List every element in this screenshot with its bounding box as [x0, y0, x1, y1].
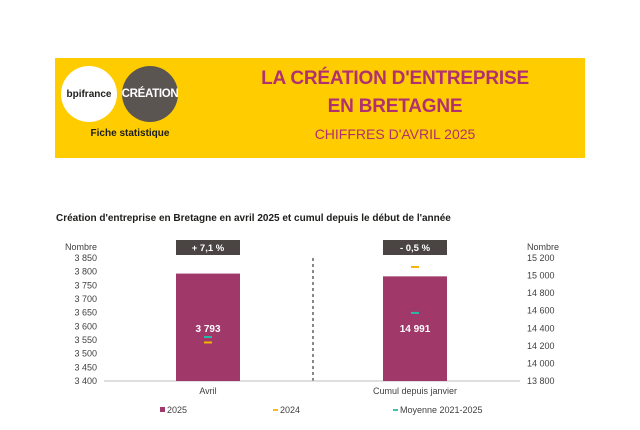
right-axis-label: Nombre [527, 242, 559, 252]
left-tick-label: 3 550 [74, 335, 97, 345]
legend-swatch-2025 [160, 407, 165, 412]
right-tick-label: 14 600 [527, 306, 555, 316]
category-label: Avril [199, 386, 216, 396]
fiche-label: Fiche statistique [90, 128, 170, 139]
header-banner: bpifrance CRÉATION Fiche statistique LA … [55, 58, 585, 158]
left-tick-label: 3 750 [74, 280, 97, 290]
left-axis-label: Nombre [65, 242, 97, 252]
left-tick-label: 3 500 [74, 349, 97, 359]
creation-logo: CRÉATION [122, 66, 179, 122]
page-title-line2: EN BRETAGNE [327, 96, 463, 117]
chart-title: Création d'entreprise en Bretagne en avr… [56, 213, 451, 224]
variation-label: - 0,5 % [400, 243, 431, 254]
page-subtitle: CHIFFRES D'AVRIL 2025 [314, 126, 476, 142]
variation-box [383, 240, 447, 255]
bar-2025 [176, 273, 240, 381]
right-tick-label: 13 800 [527, 376, 555, 386]
right-tick-label: 15 000 [527, 271, 555, 281]
right-tick-label: 14 800 [527, 288, 555, 298]
left-tick-label: 3 650 [74, 308, 97, 318]
right-tick-label: 14 200 [527, 341, 555, 351]
right-tick-label: 14 400 [527, 323, 555, 333]
legend-label: 2025 [167, 405, 187, 415]
left-tick-label: 3 600 [74, 321, 97, 331]
variation-label: + 7,1 % [192, 243, 225, 254]
bpifrance-logo: bpifrance [61, 66, 117, 122]
left-tick-label: 3 850 [74, 253, 97, 263]
left-tick-label: 3 700 [74, 294, 97, 304]
left-tick-label: 3 400 [74, 376, 97, 386]
right-tick-label: 15 200 [527, 253, 555, 263]
legend-label: Moyenne 2021-2025 [400, 405, 483, 415]
data-label-2025: 14 991 [400, 324, 431, 335]
data-label-2025: 3 793 [195, 324, 220, 335]
left-tick-label: 3 800 [74, 267, 97, 277]
legend-label: 2024 [280, 405, 300, 415]
left-tick-label: 3 450 [74, 362, 97, 372]
right-tick-label: 14 000 [527, 358, 555, 368]
category-label: Cumul depuis janvier [373, 386, 457, 396]
variation-box [176, 240, 240, 255]
bar-2025 [383, 276, 447, 381]
page-title-line1: LA CRÉATION D'ENTREPRISE [261, 68, 529, 89]
